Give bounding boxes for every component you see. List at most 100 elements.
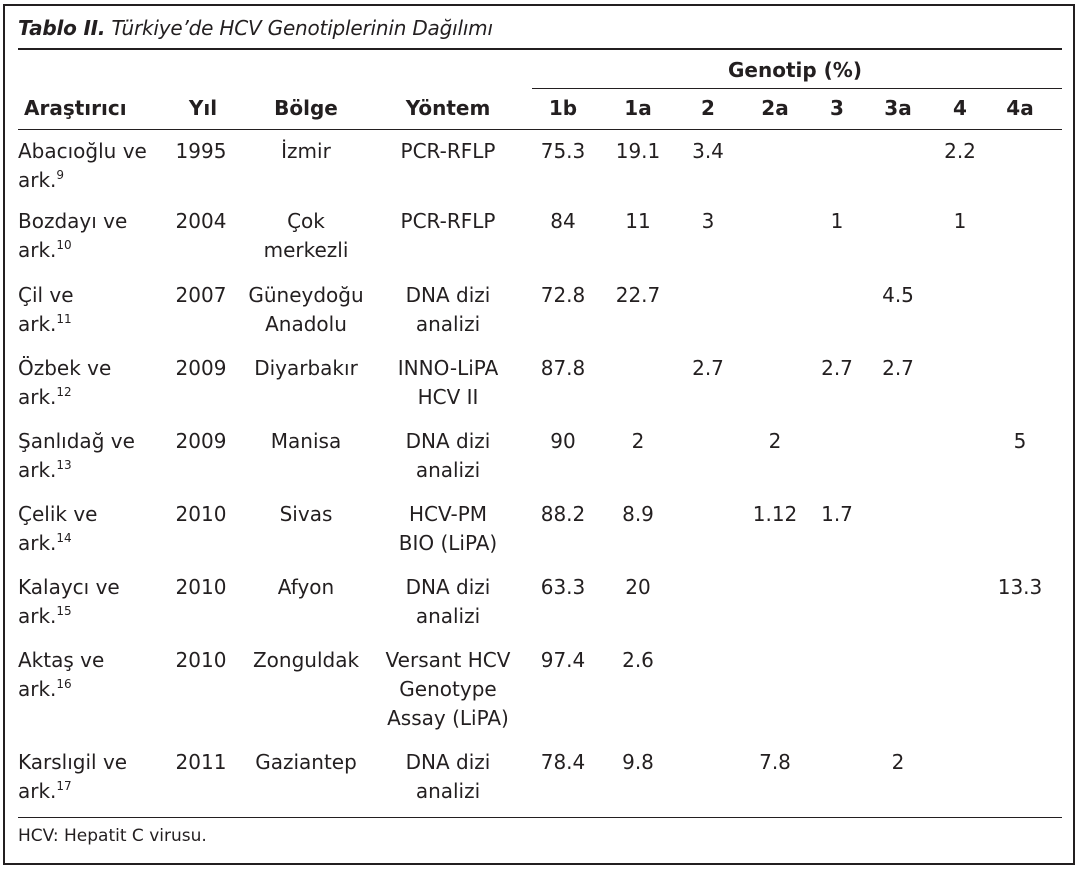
cell-region: Afyon — [240, 573, 372, 602]
header-genotype-1b: 1b — [548, 96, 578, 120]
cell-genotype-3a: 2 — [891, 750, 905, 774]
researcher-line: Çil ve — [18, 283, 74, 307]
method-line: analizi — [415, 779, 481, 803]
table-footnote: HCV: Hepatit C virusu. — [18, 826, 207, 846]
cell-genotype-4a: 13.3 — [997, 575, 1043, 599]
researcher-suffix: ark. — [18, 677, 57, 701]
region-line: Çok — [287, 209, 325, 233]
method-line: PCR-RFLP — [400, 209, 496, 233]
reference-number: 17 — [56, 779, 72, 793]
caption-title: Türkiye’de HCV Genotiplerinin Dağılımı — [111, 16, 494, 40]
header-genotype-2: 2 — [701, 96, 715, 120]
cell-method: DNA dizi analizi — [376, 281, 520, 339]
region-line: Diyarbakır — [254, 356, 358, 380]
genotype-group-header: Genotip (%) — [728, 58, 862, 82]
cell-method: PCR-RFLP — [376, 137, 520, 166]
cell-researcher: Çelik ve ark.14 — [18, 500, 97, 558]
cell-genotype-3a: 4.5 — [882, 283, 914, 307]
cell-genotype-3: 2.7 — [821, 356, 853, 380]
reference-number: 16 — [56, 677, 72, 691]
researcher-line: ark.11 — [18, 310, 74, 339]
cell-year: 2004 — [175, 209, 227, 233]
cell-region: Gaziantep — [240, 748, 372, 777]
reference-number: 11 — [56, 312, 72, 326]
cell-genotype-1a: 20 — [625, 575, 651, 599]
region-line: Sivas — [279, 502, 333, 526]
header-genotype-4a: 4a — [1006, 96, 1034, 120]
region-line: Afyon — [277, 575, 335, 599]
researcher-suffix: ark. — [18, 458, 57, 482]
cell-genotype-2: 3 — [701, 209, 715, 233]
researcher-line: ark.12 — [18, 383, 111, 412]
researcher-line: ark.13 — [18, 456, 135, 485]
cell-genotype-1b: 97.4 — [540, 648, 586, 672]
region-line: Manisa — [270, 429, 342, 453]
cell-genotype-1b: 88.2 — [540, 502, 586, 526]
researcher-line: ark.17 — [18, 777, 127, 806]
genotype-rule — [532, 88, 1062, 89]
cell-year: 2007 — [175, 283, 227, 307]
bottom-rule — [18, 817, 1062, 818]
method-line: HCV II — [417, 385, 479, 409]
method-line: DNA dizi — [405, 750, 491, 774]
cell-method: INNO-LiPA HCV II — [376, 354, 520, 412]
method-line: DNA dizi — [405, 429, 491, 453]
method-line: DNA dizi — [405, 575, 491, 599]
cell-genotype-1b: 84 — [550, 209, 576, 233]
cell-genotype-1a: 2 — [631, 429, 645, 453]
researcher-suffix: ark. — [18, 168, 57, 192]
method-line: BIO (LiPA) — [398, 531, 498, 555]
cell-genotype-1a: 9.8 — [622, 750, 654, 774]
researcher-line: Bozdayı ve — [18, 209, 128, 233]
cell-genotype-2a: 2 — [768, 429, 782, 453]
reference-number: 14 — [56, 531, 72, 545]
cell-method: PCR-RFLP — [376, 207, 520, 236]
caption-label: Tablo II. — [18, 16, 106, 40]
cell-genotype-1a: 8.9 — [622, 502, 654, 526]
cell-region: Çok merkezli — [240, 207, 372, 265]
cell-genotype-3a: 2.7 — [882, 356, 914, 380]
researcher-suffix: ark. — [18, 312, 57, 336]
cell-genotype-1b: 78.4 — [540, 750, 586, 774]
method-line: analizi — [415, 604, 481, 628]
reference-number: 9 — [56, 168, 65, 182]
reference-number: 13 — [56, 458, 72, 472]
header-genotype-2a: 2a — [761, 96, 789, 120]
researcher-line: Aktaş ve — [18, 648, 105, 672]
researcher-suffix: ark. — [18, 531, 57, 555]
cell-region: Güneydoğu Anadolu — [240, 281, 372, 339]
cell-researcher: Abacıoğlu ve ark.9 — [18, 137, 147, 195]
cell-method: Versant HCV Genotype Assay (LiPA) — [376, 646, 520, 733]
researcher-line: ark.14 — [18, 529, 97, 558]
researcher-line: ark.16 — [18, 675, 104, 704]
region-line: Zonguldak — [252, 648, 360, 672]
method-line: Versant HCV — [385, 648, 511, 672]
cell-method: HCV-PM BIO (LiPA) — [376, 500, 520, 558]
researcher-line: Şanlıdağ ve — [18, 429, 135, 453]
header-genotype-4: 4 — [953, 96, 967, 120]
method-line: Assay (LiPA) — [387, 706, 509, 730]
cell-genotype-2: 3.4 — [692, 139, 724, 163]
method-line: analizi — [415, 312, 481, 336]
cell-region: Manisa — [240, 427, 372, 456]
cell-genotype-1a: 11 — [625, 209, 651, 233]
cell-year: 2009 — [175, 429, 227, 453]
cell-year: 2011 — [175, 750, 227, 774]
cell-researcher: Aktaş ve ark.16 — [18, 646, 104, 704]
cell-year: 2010 — [175, 648, 227, 672]
cell-genotype-4: 2.2 — [944, 139, 976, 163]
cell-genotype-1a: 2.6 — [622, 648, 654, 672]
researcher-suffix: ark. — [18, 385, 57, 409]
cell-region: Diyarbakır — [240, 354, 372, 383]
researcher-suffix: ark. — [18, 238, 57, 262]
cell-researcher: Çil ve ark.11 — [18, 281, 74, 339]
cell-method: DNA dizi analizi — [376, 427, 520, 485]
cell-researcher: Şanlıdağ ve ark.13 — [18, 427, 135, 485]
cell-genotype-3: 1 — [830, 209, 844, 233]
researcher-line: ark.15 — [18, 602, 120, 631]
reference-number: 10 — [56, 238, 72, 252]
table-frame — [3, 4, 1075, 865]
header-researcher: Araştırıcı — [24, 96, 127, 120]
cell-researcher: Kalaycı ve ark.15 — [18, 573, 120, 631]
header-region: Bölge — [274, 96, 338, 120]
